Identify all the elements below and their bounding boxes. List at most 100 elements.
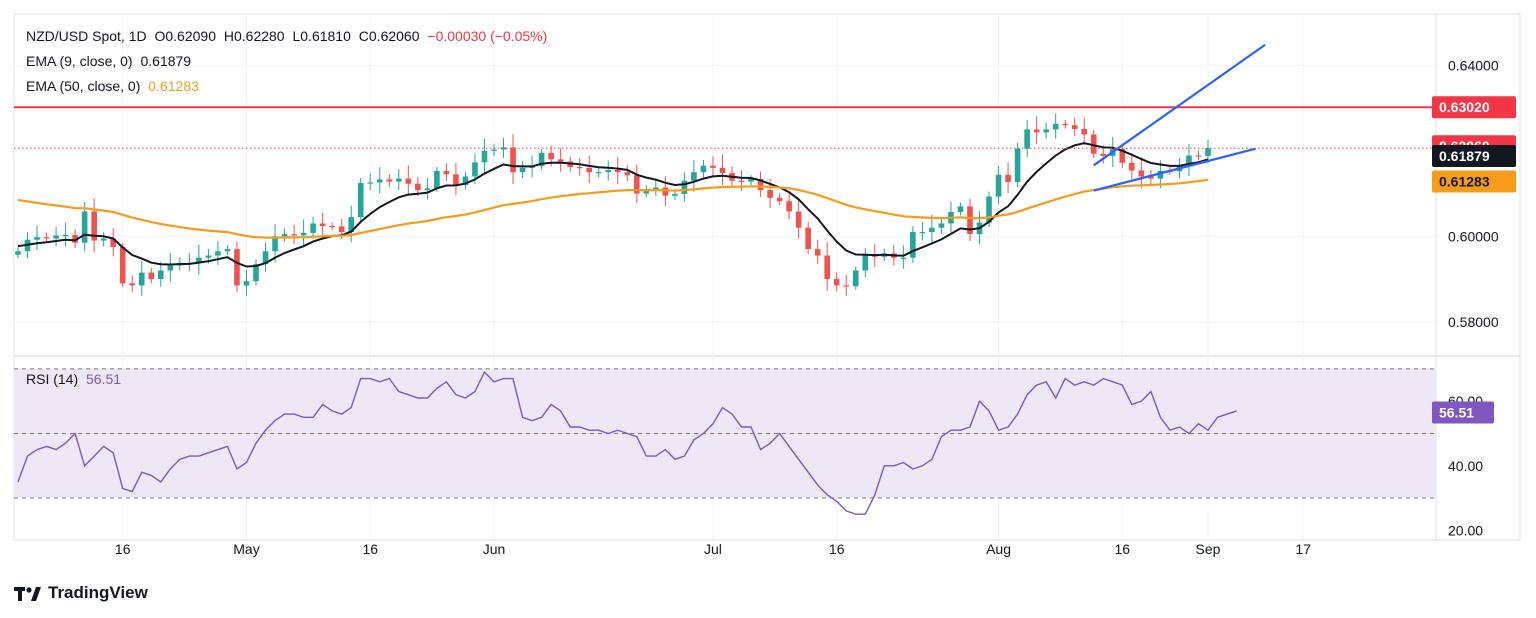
candle-body <box>367 182 374 184</box>
ema50-label: EMA (50, close, 0) <box>26 78 141 94</box>
candle-body <box>1186 155 1192 166</box>
ema50-line <box>17 178 1209 239</box>
candle-body <box>167 265 174 271</box>
candle-body <box>81 211 88 243</box>
y-tick-label: 0.60000 <box>1448 228 1499 244</box>
x-tick-label: 16 <box>1115 541 1131 557</box>
rsi-label-text: 56.51 <box>1439 404 1474 420</box>
candle-body <box>919 232 926 234</box>
candle-body <box>1033 129 1040 133</box>
change-value: −0.00030 (−0.05%) <box>427 28 548 44</box>
candle-body <box>386 179 393 182</box>
candle-body <box>776 197 783 202</box>
candle-body <box>215 251 221 256</box>
axis-labels: 16 May 16 Jun Jul 16 Aug 16 Sep 17 0.64000 0.60000 0… <box>115 57 1516 557</box>
y-tick-label: 0.64000 <box>1448 57 1499 73</box>
candle-body <box>786 201 792 212</box>
candle-body <box>814 249 821 256</box>
candle-body <box>357 182 364 218</box>
candle-body <box>672 193 678 196</box>
candle-body <box>681 180 688 194</box>
candle-body <box>376 179 383 183</box>
price-axis-label: 0.61879 <box>1432 144 1516 167</box>
candle-body <box>405 178 412 184</box>
candle-body <box>453 174 459 185</box>
candle-body <box>872 255 878 257</box>
candle-body <box>1195 155 1202 157</box>
candle-body <box>1138 170 1145 177</box>
candle-body <box>605 170 612 173</box>
candle-body <box>957 206 964 212</box>
rsi-label-bg <box>1432 401 1494 424</box>
close-value: C0.62060 <box>358 28 420 44</box>
candle-body <box>62 235 69 237</box>
candle-body <box>1062 123 1068 126</box>
symbol-title: NZD/USD Spot, 1D <box>26 28 147 44</box>
x-tick-label: Sep <box>1196 541 1221 557</box>
candle-body <box>643 189 650 194</box>
ema9-legend: EMA (9, close, 0) 0.61879 <box>26 52 195 70</box>
candle-body <box>205 255 212 258</box>
tradingview-brand[interactable]: TradingView <box>14 583 148 603</box>
x-tick-label: 16 <box>115 541 131 557</box>
candle-body <box>434 170 440 189</box>
price-label-bg <box>1432 144 1516 167</box>
candle-body <box>852 270 859 287</box>
candle-body <box>1052 123 1059 130</box>
candle-body <box>1043 129 1049 133</box>
candle-body <box>272 236 278 252</box>
high-value: H0.62280 <box>223 28 285 44</box>
candle-body <box>843 285 850 287</box>
ema50-value: 0.61283 <box>148 78 199 94</box>
candle-body <box>491 149 497 151</box>
candle-body <box>805 227 811 250</box>
candle-body <box>1024 129 1030 149</box>
candle-body <box>1100 153 1107 156</box>
ema9-line <box>17 142 1209 268</box>
x-tick-label: Jul <box>704 541 722 557</box>
x-tick-label: Aug <box>986 541 1011 557</box>
candle-body <box>1014 148 1021 183</box>
candle-body <box>253 264 259 282</box>
candle-body <box>833 279 840 286</box>
candle-body <box>738 180 745 182</box>
price-label-text: 0.61283 <box>1439 173 1490 189</box>
candle-body <box>757 179 764 191</box>
candle-body <box>1157 170 1164 179</box>
candle-body <box>967 206 973 235</box>
candle-body <box>548 152 554 160</box>
candle-body <box>938 223 945 228</box>
price-annotations <box>14 43 1436 192</box>
candle-body <box>53 235 59 239</box>
candle-body <box>243 281 250 286</box>
ema50-legend: EMA (50, close, 0) 0.61283 <box>26 77 203 95</box>
candle-body <box>986 196 992 223</box>
candle-body <box>329 226 335 228</box>
x-tick-label: 17 <box>1295 541 1311 557</box>
brand-name: TradingView <box>48 583 148 602</box>
candle-body <box>748 179 754 182</box>
candle-body <box>119 246 126 284</box>
candle-body <box>281 234 288 237</box>
candle-body <box>1148 176 1154 179</box>
candle-body <box>1119 149 1126 163</box>
candle-body <box>72 235 78 243</box>
rsi-value: 56.51 <box>86 371 122 387</box>
candle-body <box>624 172 631 176</box>
candle-body <box>262 251 269 265</box>
candle-body <box>662 187 669 196</box>
candle-body <box>614 170 621 173</box>
candle-body <box>234 249 240 286</box>
rsi-label: RSI (14) <box>26 371 79 387</box>
candle-body <box>91 211 97 241</box>
price-axis-label: 0.63020 <box>1432 96 1516 119</box>
candle-body <box>424 188 431 191</box>
candle-body <box>196 257 202 263</box>
candle-body <box>1090 134 1097 154</box>
price-label-bg <box>1432 96 1516 119</box>
candle-body <box>653 187 659 190</box>
candle-body <box>1129 162 1135 171</box>
tradingview-logo-icon <box>14 586 42 601</box>
candle-body <box>338 226 345 233</box>
price-candles <box>15 113 1211 296</box>
